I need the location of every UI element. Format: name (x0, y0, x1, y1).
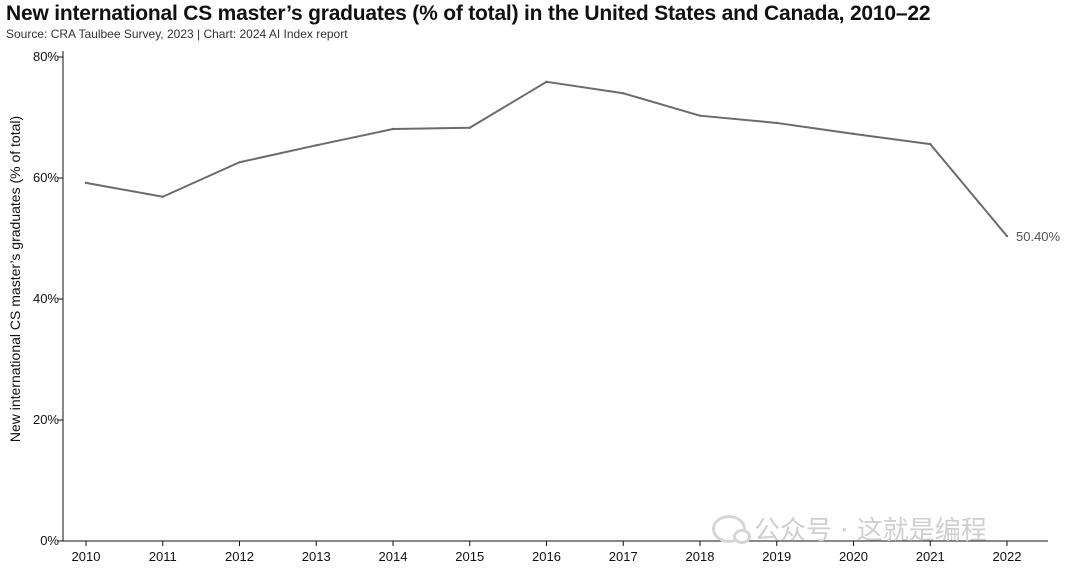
x-tick-label: 2011 (149, 549, 177, 564)
data-point (1005, 234, 1009, 238)
data-point (545, 80, 548, 84)
data-point (468, 126, 471, 129)
x-tick-label: 2016 (532, 549, 561, 564)
chart-title: New international CS master’s graduates … (6, 2, 931, 25)
chart-source: Source: CRA Taulbee Survey, 2023 | Chart… (6, 27, 348, 41)
y-tick-label: 20% (33, 412, 59, 427)
data-point (622, 92, 625, 95)
y-axis-title: New international CS master’s graduates … (7, 116, 23, 442)
data-point (929, 142, 932, 146)
x-tick-label: 2012 (225, 549, 254, 564)
data-point (84, 181, 88, 185)
x-tick-label: 2019 (762, 549, 791, 564)
x-tick-label: 2021 (916, 549, 945, 564)
y-tick-label: 0% (40, 533, 59, 548)
x-tick-label: 2013 (302, 549, 331, 564)
y-tick-label: 40% (33, 291, 59, 306)
y-tick-label: 60% (33, 170, 59, 185)
series-line (85, 80, 1008, 237)
x-tick-label: 2020 (839, 549, 868, 564)
data-point (161, 195, 164, 198)
wechat-icon (712, 514, 751, 544)
x-tick-label: 2014 (379, 549, 408, 564)
data-point (698, 114, 702, 117)
x-tick-label: 2017 (609, 549, 638, 564)
data-point (775, 121, 778, 125)
watermark: 公众号 · 这就是编程 (712, 510, 987, 547)
x-tick-label: 2015 (455, 549, 484, 564)
end-value-label: 50.40% (1016, 229, 1061, 244)
x-tick-label: 2010 (72, 549, 101, 564)
data-point (852, 132, 855, 136)
data-point (315, 144, 318, 147)
x-tick-label: 2022 (993, 549, 1022, 564)
watermark-text: 公众号 · 这就是编程 (754, 516, 987, 546)
data-point (391, 127, 395, 131)
data-point (238, 161, 241, 164)
y-tick-label: 80% (33, 49, 59, 64)
x-tick-label: 2018 (686, 549, 715, 564)
